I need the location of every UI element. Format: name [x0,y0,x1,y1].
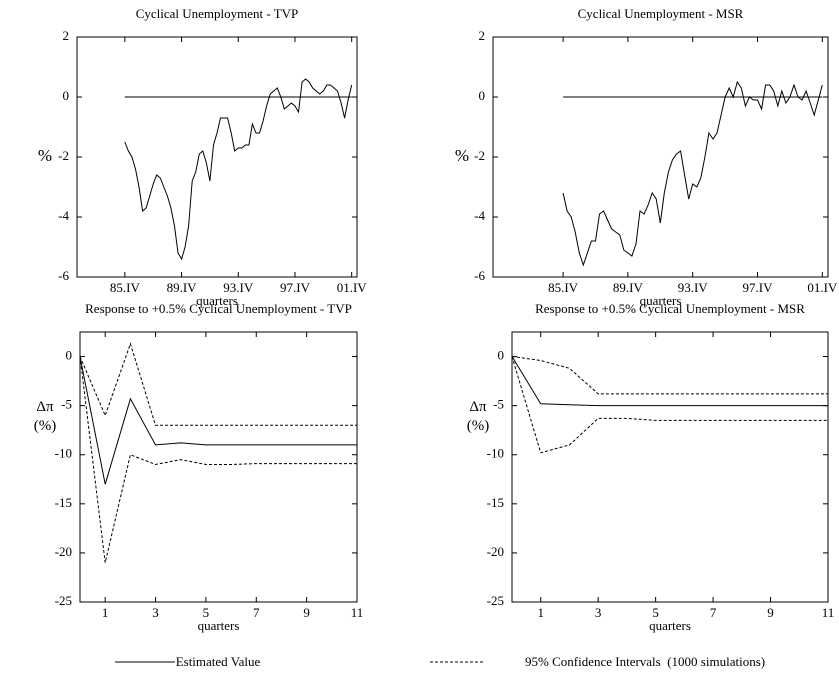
x-tick-label: 93.IV [223,280,254,295]
x-tick-label: 89.IV [613,280,644,295]
y-tick-label: -5 [61,397,72,412]
series-line [79,356,357,563]
y-tick-label: -20 [55,544,72,559]
x-axis-label: quarters [196,293,238,308]
y-tick-label: -20 [487,544,504,559]
x-tick-label: 89.IV [167,280,198,295]
y-tick-label: 0 [63,88,70,103]
x-tick-label: 01.IV [337,280,368,295]
y-tick-label: -6 [58,268,69,283]
y-tick-label: -2 [58,148,69,163]
chart-title: Response to +0.5% Cyclical Unemployment … [535,301,805,316]
x-tick-label: 93.IV [678,280,709,295]
chart-title: Cyclical Unemployment - MSR [578,6,744,21]
plot-frame [79,331,358,603]
y-tick-label: 0 [66,348,73,363]
x-tick-label: 11 [822,605,835,620]
y-tick-label: 2 [479,28,486,43]
series-line [511,356,828,395]
y-tick-label: -10 [55,446,72,461]
chart-title: Cyclical Unemployment - TVP [136,6,299,21]
x-tick-label: 97.IV [280,280,311,295]
y-tick-label: -15 [55,495,72,510]
series-line [124,78,353,261]
y-tick-label: -5 [493,397,504,412]
y-tick-label: 0 [498,348,505,363]
series-line [79,356,357,485]
y-tick-label: -15 [487,495,504,510]
y-tick-label: -6 [474,268,485,283]
series-line [79,342,357,426]
x-tick-label: 1 [537,605,544,620]
y-tick-label: -4 [474,208,485,223]
x-tick-label: 9 [303,605,310,620]
y-tick-label: -10 [487,446,504,461]
x-tick-label: 3 [595,605,602,620]
x-tick-label: 85.IV [110,280,141,295]
x-axis-label: quarters [198,618,240,633]
y-axis-label: % [455,146,469,165]
x-tick-label: 85.IV [548,280,579,295]
plot-frame [511,331,829,603]
legend-label: 95% Confidence Intervals (1000 simulatio… [525,654,765,669]
y-tick-label: -25 [55,593,72,608]
series-line [562,80,823,267]
y-tick-label: -4 [58,208,69,223]
y-axis-label: % [38,146,52,165]
plot-frame [76,36,358,278]
x-tick-label: 5 [203,605,210,620]
chart-title: Response to +0.5% Cyclical Unemployment … [85,301,352,316]
series-line [511,356,828,407]
x-tick-label: 01.IV [807,280,838,295]
x-axis-label: quarters [649,618,691,633]
x-tick-label: 3 [152,605,159,620]
x-tick-label: 5 [652,605,659,620]
x-tick-label: 1 [102,605,109,620]
y-tick-label: -25 [487,593,504,608]
y-axis-label: (%) [34,418,57,434]
x-tick-label: 11 [351,605,364,620]
x-tick-label: 9 [767,605,774,620]
y-axis-label: Δπ [469,399,487,415]
series-line [511,356,828,454]
plot-frame [492,36,829,278]
y-axis-label: (%) [467,418,490,434]
x-tick-label: 7 [253,605,260,620]
x-tick-label: 97.IV [743,280,774,295]
legend-label: Estimated Value [176,654,261,669]
y-tick-label: 2 [63,28,70,43]
x-tick-label: 7 [710,605,717,620]
y-tick-label: 0 [479,88,486,103]
y-axis-label: Δπ [36,399,54,415]
y-tick-label: -2 [474,148,485,163]
x-axis-label: quarters [640,293,682,308]
